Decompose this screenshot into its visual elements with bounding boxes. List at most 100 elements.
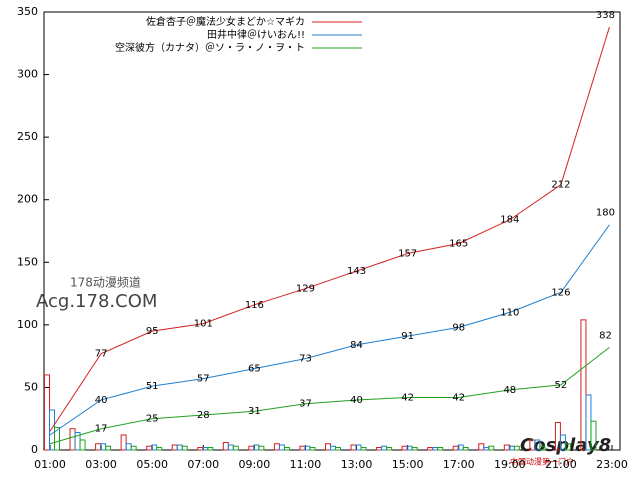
data-label: 48 — [503, 385, 516, 396]
data-label: 129 — [296, 284, 315, 295]
x-tick-label: 03:00 — [85, 458, 117, 471]
bar — [483, 446, 490, 451]
data-label: 165 — [449, 239, 468, 250]
data-label: 40 — [95, 395, 108, 406]
data-label: 98 — [452, 322, 465, 333]
data-label: 25 — [146, 414, 159, 425]
data-label: 37 — [299, 399, 312, 410]
bar — [534, 439, 541, 451]
bar — [79, 439, 86, 451]
bar — [181, 445, 188, 451]
bar — [559, 434, 566, 451]
x-tick-label: 13:00 — [341, 458, 373, 471]
x-tick-label: 17:00 — [443, 458, 475, 471]
watermark: 中国动漫第一门户 — [510, 457, 574, 467]
series-line — [49, 224, 610, 436]
bar — [44, 374, 50, 451]
watermark: 178动漫频道 — [70, 276, 141, 290]
bar — [232, 445, 239, 451]
bar — [513, 445, 520, 451]
x-tick-label: 23:00 — [596, 458, 628, 471]
x-tick-label: 21:00 — [545, 458, 577, 471]
bar — [130, 445, 137, 451]
bar — [105, 445, 112, 451]
bar — [376, 446, 383, 451]
bar — [325, 443, 331, 451]
data-label: 95 — [146, 326, 159, 337]
data-label: 126 — [551, 287, 570, 298]
plot-frame — [43, 11, 621, 451]
bar — [283, 446, 290, 451]
bar — [427, 446, 434, 451]
bar — [197, 446, 204, 451]
y-tick-label: 200 — [17, 193, 38, 206]
legend-label: 田井中律＠けいおん!! — [207, 28, 305, 41]
bar — [207, 446, 214, 451]
legend-label: 空深彼方（カナタ）＠ソ・ラ・ノ・ヲ・ト — [115, 41, 305, 54]
data-label: 77 — [95, 349, 108, 360]
bar — [125, 443, 132, 451]
bar — [171, 444, 178, 451]
x-tick-label: 09:00 — [239, 458, 271, 471]
bar — [401, 445, 408, 451]
data-label: 157 — [398, 249, 417, 260]
y-tick-label: 350 — [17, 5, 38, 18]
bar — [278, 444, 285, 451]
data-label: 40 — [350, 395, 363, 406]
bar — [95, 443, 102, 451]
x-tick-label: 01:00 — [34, 458, 66, 471]
data-label: 91 — [401, 331, 414, 342]
data-label: 28 — [197, 410, 210, 421]
bar — [299, 445, 306, 451]
bar — [590, 420, 597, 451]
y-tick-label: 150 — [17, 255, 38, 268]
y-tick-label: 50 — [24, 380, 38, 393]
bar — [335, 446, 341, 451]
bar — [411, 446, 418, 451]
bar — [120, 434, 127, 451]
series-line — [49, 346, 610, 445]
bar — [452, 445, 459, 451]
bar — [503, 444, 510, 451]
watermark: Acg.178.COM — [36, 291, 157, 312]
data-label: 42 — [452, 392, 465, 403]
bar — [437, 446, 444, 451]
data-label: 52 — [555, 380, 568, 391]
bar — [146, 445, 153, 451]
data-label: 17 — [95, 424, 108, 435]
bar — [432, 446, 439, 451]
bar — [258, 445, 265, 451]
legend-label: 佐倉杏子＠魔法少女まどか☆マギカ — [146, 15, 305, 28]
data-label: 338 — [596, 10, 615, 21]
y-tick-label: 0 — [31, 443, 38, 456]
bar — [580, 319, 587, 451]
data-label: 110 — [500, 307, 519, 318]
bar — [227, 444, 234, 451]
data-label: 143 — [347, 266, 366, 277]
bar — [350, 444, 357, 451]
bar — [309, 446, 316, 451]
x-tick-label: 15:00 — [392, 458, 424, 471]
data-label: 31 — [248, 406, 261, 417]
data-label: 101 — [194, 319, 213, 330]
bar — [564, 443, 571, 451]
bar — [156, 446, 163, 451]
data-label: 42 — [401, 392, 414, 403]
data-label: 212 — [551, 180, 570, 191]
bar — [248, 445, 255, 451]
bar — [462, 446, 469, 451]
bar — [478, 443, 485, 451]
data-label: 57 — [197, 374, 210, 385]
bar — [488, 445, 495, 451]
x-tick-label: 19:00 — [494, 458, 526, 471]
data-label: 180 — [596, 208, 615, 219]
bar — [330, 445, 336, 451]
series-line — [49, 26, 610, 432]
bar — [69, 428, 76, 451]
bar — [176, 444, 183, 451]
y-tick-label: 250 — [17, 130, 38, 143]
data-label: 116 — [245, 300, 264, 311]
x-tick-label: 11:00 — [290, 458, 322, 471]
bar — [381, 445, 388, 451]
